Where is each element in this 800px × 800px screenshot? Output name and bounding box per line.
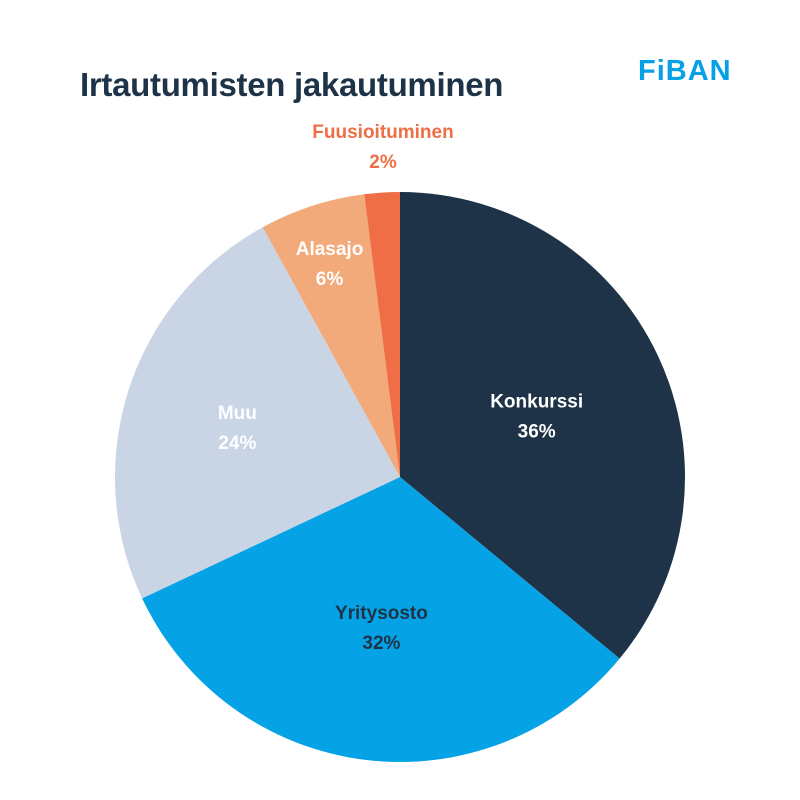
pie-slice-konkurssi — [400, 192, 686, 659]
pie-slice-muu — [114, 227, 400, 599]
slice-name-label: Alasajo — [296, 239, 364, 260]
slice-value-label: 2% — [369, 152, 397, 173]
slice-value-label: 24% — [218, 433, 256, 454]
chart-title: Irtautumisten jakautuminen — [80, 66, 504, 103]
pie-slice-yritysosto — [142, 477, 620, 763]
fiban-logo: FiBAN — [638, 55, 732, 87]
slice-value-label: 6% — [316, 269, 344, 290]
slice-value-label: 32% — [362, 633, 400, 654]
pie-slice-fuusioituminen — [364, 192, 400, 477]
slice-name-label: Yritysosto — [335, 603, 428, 624]
slice-name-label: Muu — [218, 403, 257, 424]
pie-slice-alasajo — [262, 194, 400, 477]
slice-name-label: Konkurssi — [490, 392, 583, 413]
slice-value-label: 36% — [518, 422, 556, 443]
slice-name-label: Fuusioituminen — [312, 122, 453, 143]
